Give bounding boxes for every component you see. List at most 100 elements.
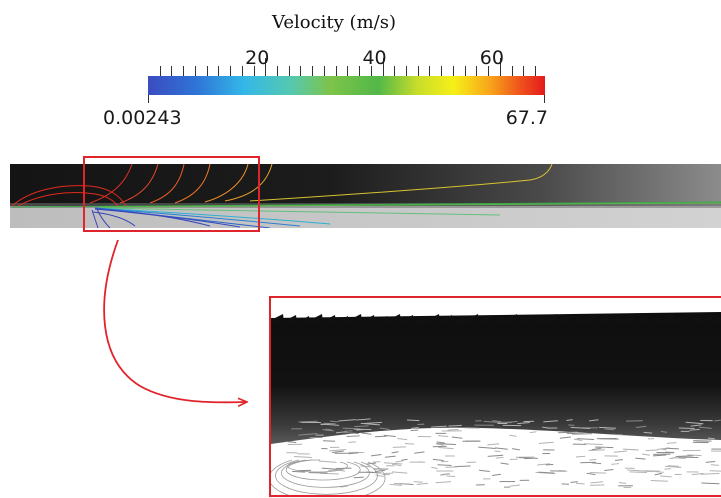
velocity-vector bbox=[431, 466, 438, 470]
velocity-vector bbox=[329, 420, 339, 423]
recirculation-vector bbox=[271, 459, 386, 495]
velocity-vector bbox=[517, 422, 530, 425]
recirculation-vector bbox=[275, 459, 378, 495]
velocity-vector bbox=[318, 460, 337, 463]
velocity-vector bbox=[588, 449, 605, 451]
velocity-vector bbox=[573, 438, 583, 442]
velocity-vector bbox=[657, 447, 669, 450]
velocity-vector bbox=[570, 481, 578, 483]
velocity-vector bbox=[576, 438, 595, 440]
vector-glyph bbox=[453, 316, 466, 326]
velocity-vector bbox=[641, 453, 650, 456]
velocity-vector bbox=[346, 435, 360, 438]
velocity-vector bbox=[329, 449, 347, 452]
vector-glyph bbox=[492, 316, 505, 326]
velocity-vector bbox=[436, 443, 456, 446]
velocity-vector bbox=[375, 435, 387, 438]
vector-glyph bbox=[557, 315, 570, 325]
recirculation-vector bbox=[280, 459, 370, 488]
velocity-vector bbox=[629, 471, 647, 473]
velocity-vector bbox=[439, 473, 450, 476]
velocity-vector bbox=[478, 446, 496, 450]
velocity-vector bbox=[660, 475, 672, 478]
velocity-vector bbox=[495, 456, 504, 459]
channel-domain bbox=[10, 164, 721, 228]
velocity-vector bbox=[590, 481, 604, 484]
velocity-vector bbox=[700, 472, 720, 475]
velocity-vector bbox=[432, 445, 447, 448]
velocity-vector bbox=[591, 462, 602, 465]
velocity-vector bbox=[512, 448, 520, 451]
vector-glyph bbox=[427, 314, 440, 324]
velocity-vector bbox=[604, 468, 614, 472]
vector-glyph bbox=[284, 315, 297, 325]
velocity-vector bbox=[698, 426, 712, 429]
highlight-box-outline bbox=[83, 156, 260, 232]
velocity-vector bbox=[636, 425, 647, 429]
velocity-vector bbox=[665, 465, 682, 468]
velocity-vector bbox=[335, 431, 347, 434]
vector-glyph bbox=[622, 314, 635, 324]
velocity-vector bbox=[714, 419, 721, 422]
velocity-vector bbox=[292, 470, 306, 473]
vector-glyph bbox=[349, 314, 362, 324]
velocity-vector bbox=[687, 454, 702, 457]
vector-glyph bbox=[544, 314, 557, 324]
velocity-vector bbox=[331, 450, 344, 454]
vector-glyph bbox=[323, 315, 336, 325]
vector-glyph bbox=[609, 316, 622, 326]
velocity-vector bbox=[322, 440, 336, 442]
velocity-vector bbox=[393, 482, 411, 486]
vector-glyph bbox=[310, 314, 323, 324]
velocity-vector bbox=[495, 447, 508, 450]
legend-title: Velocity (m/s) bbox=[271, 12, 396, 33]
velocity-vector bbox=[375, 474, 384, 477]
velocity-vector bbox=[363, 421, 382, 425]
velocity-vector bbox=[414, 451, 425, 454]
velocity-vector bbox=[518, 457, 538, 459]
velocity-vector bbox=[353, 476, 364, 479]
vector-glyph bbox=[518, 315, 531, 325]
velocity-vector bbox=[710, 464, 720, 466]
vector-glyph bbox=[336, 316, 349, 326]
velocity-vector bbox=[705, 461, 716, 463]
velocity-vector bbox=[392, 463, 402, 467]
vector-glyph bbox=[700, 314, 713, 324]
velocity-vector bbox=[589, 471, 607, 474]
velocity-vector bbox=[360, 465, 371, 468]
velocity-vector bbox=[348, 452, 359, 455]
velocity-vector bbox=[538, 441, 554, 444]
velocity-vector bbox=[395, 460, 404, 463]
velocity-vector bbox=[589, 419, 599, 422]
velocity-vector bbox=[410, 426, 419, 429]
velocity-vector bbox=[447, 428, 459, 431]
vector-glyph bbox=[297, 316, 310, 326]
velocity-vector bbox=[559, 436, 571, 439]
velocity-vector bbox=[338, 419, 356, 422]
vector-glyph bbox=[440, 315, 453, 325]
velocity-vector bbox=[611, 463, 620, 465]
velocity-vector bbox=[294, 456, 312, 459]
velocity-vector bbox=[436, 441, 445, 444]
velocity-vector bbox=[604, 428, 615, 431]
velocity-vector bbox=[410, 429, 419, 432]
velocity-vector bbox=[652, 454, 667, 457]
velocity-vector bbox=[500, 462, 509, 465]
velocity-vector bbox=[709, 470, 721, 472]
velocity-vector bbox=[340, 485, 348, 488]
velocity-vector bbox=[437, 464, 452, 467]
vector-glyph bbox=[362, 315, 375, 325]
velocity-vector bbox=[404, 442, 415, 445]
channel-floor bbox=[10, 206, 721, 228]
velocity-vector bbox=[397, 437, 408, 441]
velocity-vector bbox=[431, 425, 447, 428]
velocity-vector bbox=[432, 458, 444, 462]
velocity-vector bbox=[413, 481, 423, 483]
zoom-arrow bbox=[103, 239, 246, 402]
vector-glyph bbox=[596, 315, 609, 325]
tick-label-40: 40 bbox=[362, 47, 386, 69]
velocity-vector bbox=[542, 426, 550, 429]
tick-label-60: 60 bbox=[480, 47, 504, 69]
velocity-vector bbox=[584, 443, 603, 446]
